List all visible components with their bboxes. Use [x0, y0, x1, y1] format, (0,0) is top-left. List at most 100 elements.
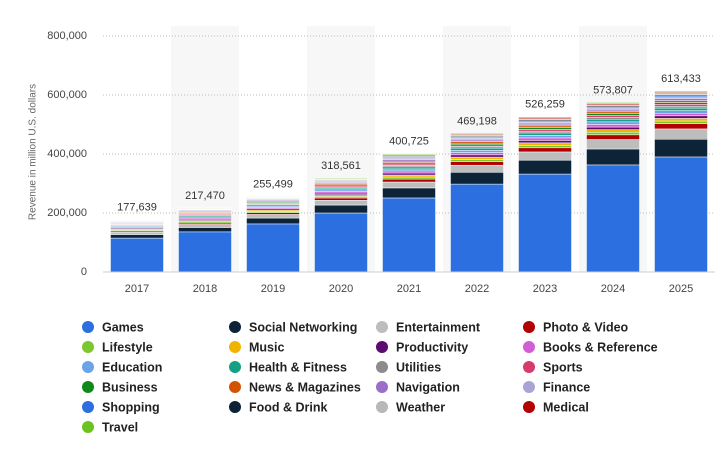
legend-swatch — [376, 341, 388, 353]
total-label: 573,807 — [593, 85, 633, 97]
legend-swatch — [523, 321, 535, 333]
bar-segment — [246, 212, 300, 215]
x-tick-label: 2019 — [261, 283, 285, 295]
bar-segment — [314, 212, 368, 273]
bar-segment — [654, 107, 708, 111]
bar-segment — [450, 147, 504, 151]
bar-segment — [314, 177, 368, 179]
bar-segment — [654, 105, 708, 109]
legend-swatch — [82, 361, 94, 373]
bar-segment — [586, 124, 640, 128]
bar-segment — [654, 100, 708, 103]
y-tick-label: 0 — [81, 266, 87, 278]
bar-segment — [586, 118, 640, 123]
bar-segment — [518, 142, 572, 146]
bar-segment — [110, 234, 164, 239]
bar-segment — [586, 117, 640, 120]
bar-segment — [450, 159, 504, 162]
bar-segment — [586, 102, 640, 104]
bar-segment — [518, 125, 572, 128]
bar-segment — [518, 116, 572, 119]
bar-segment — [450, 183, 504, 273]
bar-segment — [586, 164, 640, 273]
bar-segment — [518, 137, 572, 141]
legend-swatch — [82, 421, 94, 433]
bar-segment — [586, 131, 640, 136]
x-tick-label: 2022 — [465, 283, 489, 295]
y-tick-label: 600,000 — [47, 89, 87, 101]
bar-segment — [518, 140, 572, 144]
legend-label: Entertainment — [396, 320, 481, 334]
bar-segment — [246, 223, 300, 273]
legend-label: Shopping — [102, 400, 160, 414]
x-tick-label: 2023 — [533, 283, 557, 295]
bar-segment — [654, 91, 708, 93]
x-tick-label: 2018 — [193, 283, 217, 295]
bar-segment — [382, 166, 436, 170]
legend-swatch — [523, 341, 535, 353]
bar-segment — [518, 123, 572, 127]
bar-segment — [654, 139, 708, 158]
bar-segment — [586, 148, 640, 166]
bar-segment — [382, 181, 436, 189]
bar-segment — [518, 129, 572, 132]
bar-segment — [518, 130, 572, 134]
bar-segment — [110, 231, 164, 235]
y-tick-label: 800,000 — [47, 30, 87, 42]
bar-segment — [654, 110, 708, 114]
bar-segment — [518, 145, 572, 149]
bar-segment — [518, 173, 572, 273]
bar-segment — [246, 217, 300, 225]
bar-segment — [382, 176, 436, 180]
bar-segment — [178, 231, 232, 273]
bar-segment — [382, 178, 436, 183]
legend-label: Social Networking — [249, 320, 357, 334]
x-tick-label: 2021 — [397, 283, 421, 295]
x-tick-label: 2017 — [125, 283, 149, 295]
bar-segment — [654, 156, 708, 273]
legend-label: Navigation — [396, 380, 460, 394]
bar-segment — [450, 172, 504, 185]
legend-label: Food & Drink — [249, 400, 328, 414]
total-label: 217,470 — [185, 190, 225, 202]
legend-swatch — [523, 401, 535, 413]
bar-segment — [586, 126, 640, 130]
total-label: 526,259 — [525, 99, 565, 111]
bar-segment — [518, 159, 572, 175]
bar-segment — [110, 237, 164, 273]
bar-segment — [654, 98, 708, 101]
bar-segment — [382, 197, 436, 273]
y-tick-label: 200,000 — [47, 207, 87, 219]
bar-segment — [586, 115, 640, 118]
bar-segment — [586, 113, 640, 116]
bar-segment — [382, 174, 436, 178]
legend-label: Medical — [543, 400, 589, 414]
legend-swatch — [376, 321, 388, 333]
bar-segment — [518, 135, 572, 139]
total-label: 255,499 — [253, 179, 293, 191]
legend-label: Weather — [396, 400, 445, 414]
bar-segment — [178, 227, 232, 233]
bar-segment — [382, 172, 436, 176]
legend-label: Sports — [543, 360, 583, 374]
bar-segment — [450, 161, 504, 166]
y-tick-label: 400,000 — [47, 148, 87, 160]
bar-segment — [654, 120, 708, 124]
total-label: 613,433 — [661, 73, 701, 85]
x-tick-label: 2020 — [329, 283, 353, 295]
legend-label: News & Magazines — [249, 380, 361, 394]
bar-segment — [518, 151, 572, 161]
bar-segment — [450, 133, 504, 135]
bar-segment — [586, 121, 640, 125]
legend-swatch — [229, 341, 241, 353]
bar-segment — [654, 112, 708, 117]
bar-segment — [654, 96, 708, 99]
x-tick-label: 2025 — [669, 283, 693, 295]
legend-label: Finance — [543, 380, 590, 394]
bar-segment — [178, 207, 232, 209]
bar-segment — [586, 139, 640, 150]
legend-label: Education — [102, 360, 162, 374]
total-label: 177,639 — [117, 202, 157, 214]
bar-segment — [246, 196, 300, 198]
legend-swatch — [523, 361, 535, 373]
